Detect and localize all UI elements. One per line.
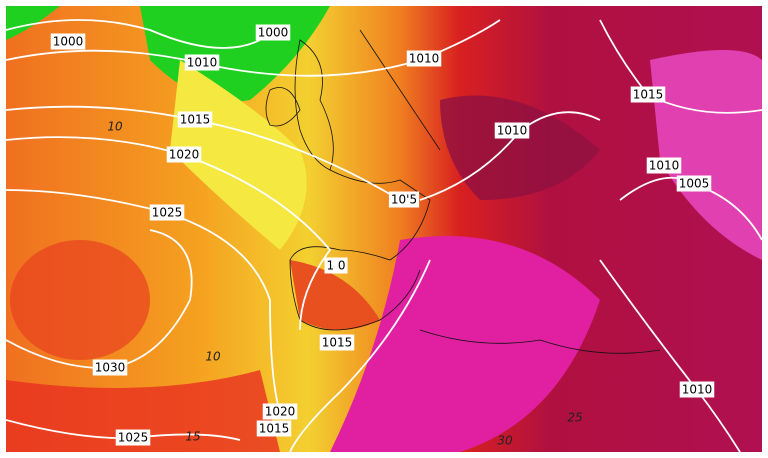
temperature-label: 10: [205, 350, 221, 364]
isobar-label-box: [256, 420, 292, 437]
isobar-label: 1030: [95, 361, 126, 375]
temperature-label: 25: [567, 411, 582, 425]
isobar-label: 1015: [259, 422, 290, 436]
isobar-label-box: [50, 33, 86, 50]
isobar-label-box: [646, 157, 682, 174]
isobar-label: 10'5: [391, 193, 417, 207]
isobar-label: 1010: [649, 159, 680, 173]
isobar-label-box: [406, 50, 442, 67]
isobar-label-box: [630, 86, 666, 103]
isobar-label: 1010: [409, 52, 440, 66]
isobar-label-box: [255, 24, 291, 41]
isobar-label-box: [324, 257, 348, 274]
isobar-label-box: [92, 359, 128, 376]
isobar-label-box: [494, 122, 530, 139]
isobar-label: 1015: [180, 113, 211, 127]
isobar-label-box: [679, 381, 715, 398]
isobar-label: 1020: [169, 148, 200, 162]
isobar-label: 1015: [633, 88, 664, 102]
isobar-label: 1005: [679, 177, 710, 191]
isobar-label-box: [676, 175, 712, 192]
isobar-label: 1015: [322, 336, 353, 350]
isobar-label-box: [149, 204, 185, 221]
temperature-label: 30: [497, 434, 513, 448]
isobar-label: 1020: [265, 405, 296, 419]
isobar-label-box: [388, 191, 420, 208]
isobar-label: 1010: [497, 124, 528, 138]
isobar-label: 1010: [187, 56, 218, 70]
isobar-label-box: [177, 111, 213, 128]
coastlines: [265, 29, 661, 354]
isobar-label: 1025: [152, 206, 183, 220]
isobar-label-box: [319, 334, 355, 351]
isobar-label: 1025: [118, 431, 149, 445]
isobar-label: 1000: [53, 35, 84, 49]
isobar-label-box: [184, 54, 220, 71]
isobar-label-box: [166, 146, 202, 163]
isobar-label: 1000: [258, 26, 289, 40]
isobar-label-box: [115, 429, 151, 446]
temperature-label: 10: [107, 120, 123, 134]
isobar-label-box: [262, 403, 298, 420]
isobar-label: 1 0: [326, 259, 345, 273]
temperature-label: 15: [185, 430, 200, 444]
isobar-label: 1010: [682, 383, 713, 397]
map-background: [6, 6, 762, 452]
